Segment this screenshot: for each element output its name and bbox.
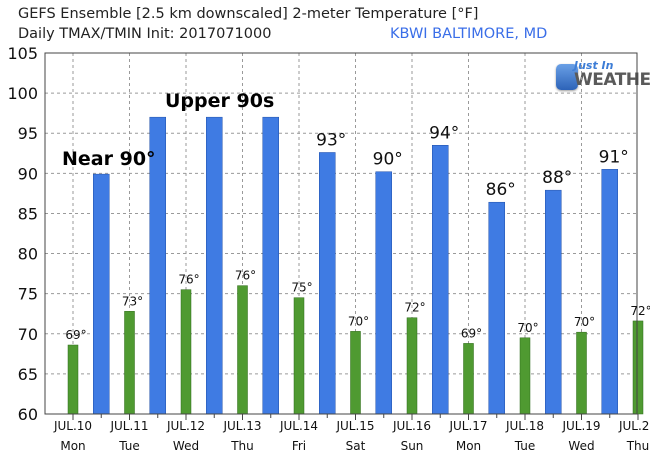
tmax-bar xyxy=(432,145,449,415)
tmax-data-label: 90° xyxy=(373,150,403,170)
tmin-data-label: 69° xyxy=(461,326,482,340)
station-label: KBWI BALTIMORE, MD xyxy=(390,26,548,42)
tmin-bar xyxy=(293,297,305,415)
plot-frame xyxy=(44,52,638,415)
x-date-label: JUL.10 xyxy=(53,419,92,433)
x-date-label: JUL.19 xyxy=(561,419,600,433)
tmax-data-label: 88° xyxy=(542,168,572,188)
y-tick-label: 85 xyxy=(18,204,38,223)
tmin-data-label: 73° xyxy=(122,294,143,308)
tmax-bar xyxy=(375,171,392,415)
y-tick-label: 95 xyxy=(18,124,38,143)
tmin-bar xyxy=(124,311,135,415)
x-day-label: Thu xyxy=(626,439,650,453)
tmax-bar xyxy=(488,201,505,415)
tmin-data-label: 72° xyxy=(404,301,425,315)
x-day-label: Mon xyxy=(60,439,85,453)
x-date-label: JUL.17 xyxy=(448,419,487,433)
y-tick-label: 65 xyxy=(18,365,38,384)
y-tick-label: 70 xyxy=(18,325,38,344)
bars-layer xyxy=(67,116,644,415)
x-day-label: Tue xyxy=(118,439,140,453)
just-in-weather-logo: Just In WEATHER xyxy=(556,58,650,94)
tmin-data-label: 75° xyxy=(291,281,312,295)
tmin-bar xyxy=(576,331,587,415)
tmin-data-label: 70° xyxy=(574,315,595,329)
chart-subtitle: Daily TMAX/TMIN Init: 2017071000 xyxy=(18,26,272,42)
x-day-label: Wed xyxy=(173,439,199,453)
tmin-bar xyxy=(180,289,192,415)
x-date-label: JUL.20 xyxy=(618,419,650,433)
x-date-label: JUL.18 xyxy=(505,419,544,433)
y-tick-label: 75 xyxy=(18,285,38,304)
tmin-data-label: 76° xyxy=(178,273,199,287)
x-date-label: JUL.16 xyxy=(392,419,431,433)
x-day-label: Tue xyxy=(514,439,536,453)
tmin-bar xyxy=(350,331,361,415)
x-day-label: Mon xyxy=(456,439,481,453)
tmin-data-label: 72° xyxy=(630,304,650,318)
x-day-label: Sat xyxy=(346,439,366,453)
annotation-upper-90s: Upper 90s xyxy=(165,90,274,112)
x-day-label: Wed xyxy=(568,439,594,453)
tmax-bar xyxy=(206,116,223,415)
tmax-data-label: 86° xyxy=(486,180,516,200)
tmax-bar xyxy=(262,116,279,415)
x-date-label: JUL.11 xyxy=(109,419,148,433)
tmin-data-label: 70° xyxy=(517,321,538,335)
x-date-label: JUL.12 xyxy=(166,419,205,433)
logo-line1: Just In xyxy=(574,59,614,72)
tmax-bar xyxy=(545,189,562,415)
logo-line2: WEATHER xyxy=(574,70,650,90)
tmin-bar xyxy=(67,344,79,415)
axis-layer: 60 65 70 75 80 85 90 95 100 105 JUL.10 Mon JUL.11 Tue… xyxy=(7,44,650,453)
tmin-bar xyxy=(519,337,531,415)
x-day-label: Sun xyxy=(401,439,424,453)
x-date-label: JUL.15 xyxy=(335,419,374,433)
x-day-label: Thu xyxy=(230,439,254,453)
y-tick-label: 105 xyxy=(7,44,38,63)
phone-weather-logo-icon xyxy=(556,64,578,90)
y-tick-label: 90 xyxy=(18,164,38,183)
tmin-data-label: 69° xyxy=(65,328,86,342)
tmin-bar xyxy=(406,317,418,415)
tmin-data-label: 76° xyxy=(235,269,256,283)
y-tick-label: 100 xyxy=(7,84,38,103)
chart-title: GEFS Ensemble [2.5 km downscaled] 2-mete… xyxy=(18,6,479,22)
tmin-data-label: 70° xyxy=(348,314,369,328)
tmin-bar xyxy=(237,285,248,415)
tmin-bar xyxy=(463,343,474,415)
y-tick-label: 60 xyxy=(18,405,38,424)
tmax-data-label: 94° xyxy=(429,123,459,143)
tmax-bar xyxy=(601,169,618,415)
x-date-label: JUL.14 xyxy=(279,419,318,433)
x-day-label: Fri xyxy=(292,439,306,453)
tmax-bar xyxy=(93,173,110,415)
tmax-bar xyxy=(319,152,336,415)
tmax-data-label: 91° xyxy=(599,147,629,167)
x-date-label: JUL.13 xyxy=(222,419,261,433)
tmin-bar xyxy=(632,320,644,415)
annotation-near-90: Near 90° xyxy=(62,148,156,170)
y-tick-label: 80 xyxy=(18,245,38,264)
tmax-data-label: 93° xyxy=(316,130,346,150)
